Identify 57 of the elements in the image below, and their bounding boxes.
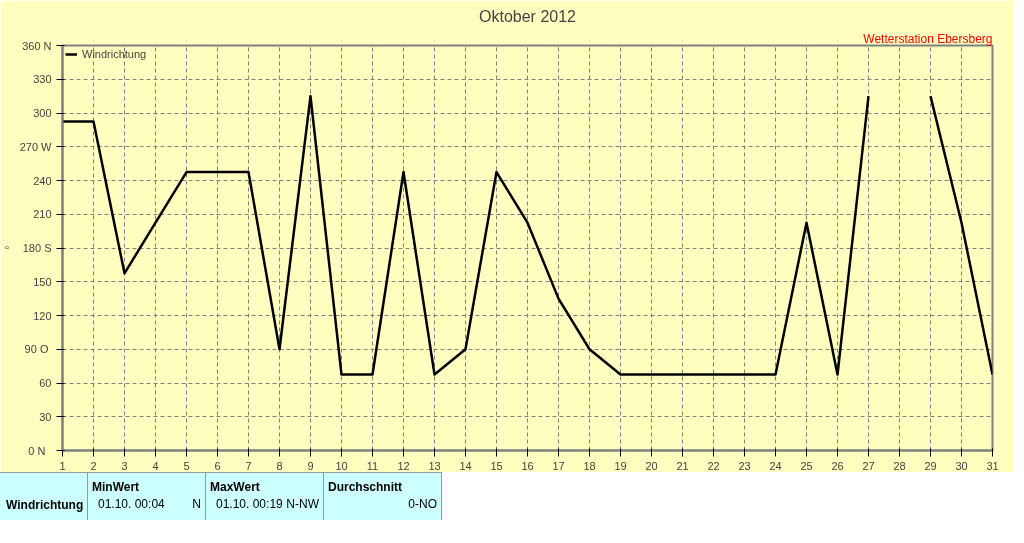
x-tick-label: 29 [924, 459, 937, 472]
x-tick-label: 15 [490, 459, 503, 472]
x-tick-label: 26 [831, 459, 844, 472]
x-tick-label: 1 [59, 459, 66, 472]
text: N [192, 496, 201, 514]
y-tick-label: 210 [33, 208, 52, 221]
y-axis-title: ° [3, 246, 15, 250]
x-tick-label: 18 [583, 459, 596, 472]
x-tick-label: 3 [121, 459, 128, 472]
x-tick-label: 19 [614, 459, 627, 472]
x-tick-label: 24 [769, 459, 782, 472]
x-tick-label: 22 [707, 459, 720, 472]
y-tick-label: 60 [39, 377, 52, 389]
x-tick-label: 8 [276, 459, 283, 472]
x-tick-label: 9 [307, 459, 314, 472]
x-tick-label: 20 [645, 459, 658, 472]
x-tick-label: 7 [245, 459, 252, 472]
y-tick-label: 300 [33, 107, 52, 119]
text: Durchschnitt [328, 479, 403, 496]
text: MinWert [92, 479, 141, 496]
x-tick-label: 25 [800, 459, 813, 472]
x-tick-label: 12 [397, 459, 410, 472]
y-tick-label: 180 S [22, 242, 52, 254]
text: N-NW [286, 496, 319, 514]
x-tick-label: 4 [152, 459, 159, 472]
x-tick-label: 31 [986, 459, 999, 472]
text: 01.10. 00:04 [98, 496, 165, 514]
x-tick-label: 2 [90, 459, 97, 472]
y-tick-label: 150 [33, 275, 52, 288]
y-tick-label: 360 N [22, 39, 52, 52]
x-tick-label: 10 [335, 459, 348, 472]
x-tick-label: 6 [214, 459, 221, 472]
legend-label: Windrichtung [82, 48, 147, 60]
x-tick-label: 27 [862, 459, 875, 472]
chart-title: Oktober 2012 [479, 7, 577, 25]
text: Windrichtung [0, 473, 88, 520]
x-tick-label: 17 [552, 459, 565, 472]
x-tick-label: 30 [955, 459, 968, 472]
y-tick-label: 240 [33, 174, 52, 187]
x-tick-label: 11 [366, 459, 379, 472]
x-tick-label: 23 [738, 459, 751, 472]
x-tick-label: 21 [676, 459, 689, 472]
y-tick-label: 30 [39, 410, 52, 423]
x-tick-label: 16 [521, 459, 534, 472]
x-tick-label: 14 [459, 459, 472, 472]
y-tick-label: 330 [33, 73, 52, 86]
text: MaxWert [210, 479, 261, 496]
y-tick-label: 270 W [19, 140, 53, 153]
x-tick-label: 5 [183, 459, 190, 472]
text: 01.10. 00:19 [216, 496, 283, 514]
y-tick-label: 90 O [24, 343, 49, 356]
text: Wetterstation Ebersberg [863, 31, 993, 46]
y-tick-label: 0 N [28, 444, 46, 457]
y-tick-label: 120 [33, 309, 52, 322]
x-tick-label: 28 [893, 459, 906, 472]
text: 0-NO [408, 496, 437, 514]
x-tick-label: 13 [428, 459, 441, 472]
